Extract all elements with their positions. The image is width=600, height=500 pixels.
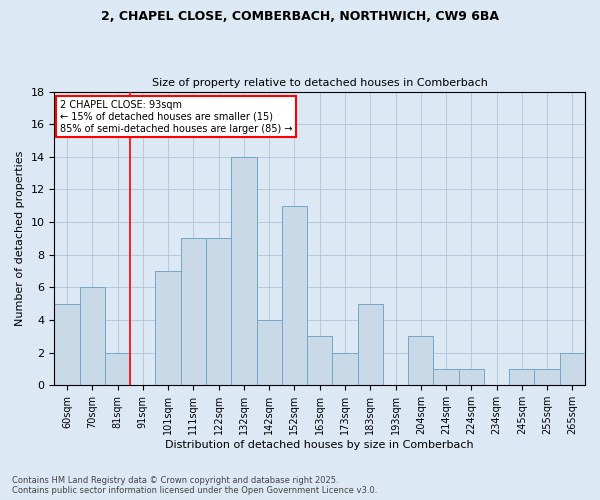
Bar xyxy=(257,320,282,385)
X-axis label: Distribution of detached houses by size in Comberbach: Distribution of detached houses by size … xyxy=(166,440,474,450)
Bar xyxy=(55,304,80,385)
Text: 2 CHAPEL CLOSE: 93sqm
← 15% of detached houses are smaller (15)
85% of semi-deta: 2 CHAPEL CLOSE: 93sqm ← 15% of detached … xyxy=(60,100,292,134)
Y-axis label: Number of detached properties: Number of detached properties xyxy=(15,150,25,326)
Bar xyxy=(105,352,130,385)
Bar xyxy=(181,238,206,385)
Bar xyxy=(509,369,535,385)
Bar xyxy=(206,238,231,385)
Text: 2, CHAPEL CLOSE, COMBERBACH, NORTHWICH, CW9 6BA: 2, CHAPEL CLOSE, COMBERBACH, NORTHWICH, … xyxy=(101,10,499,23)
Bar xyxy=(307,336,332,385)
Bar xyxy=(433,369,458,385)
Bar xyxy=(155,271,181,385)
Bar xyxy=(332,352,358,385)
Bar xyxy=(535,369,560,385)
Bar xyxy=(408,336,433,385)
Bar xyxy=(231,157,257,385)
Bar xyxy=(80,288,105,385)
Bar xyxy=(458,369,484,385)
Title: Size of property relative to detached houses in Comberbach: Size of property relative to detached ho… xyxy=(152,78,488,88)
Bar xyxy=(282,206,307,385)
Text: Contains HM Land Registry data © Crown copyright and database right 2025.
Contai: Contains HM Land Registry data © Crown c… xyxy=(12,476,377,495)
Bar xyxy=(560,352,585,385)
Bar xyxy=(358,304,383,385)
